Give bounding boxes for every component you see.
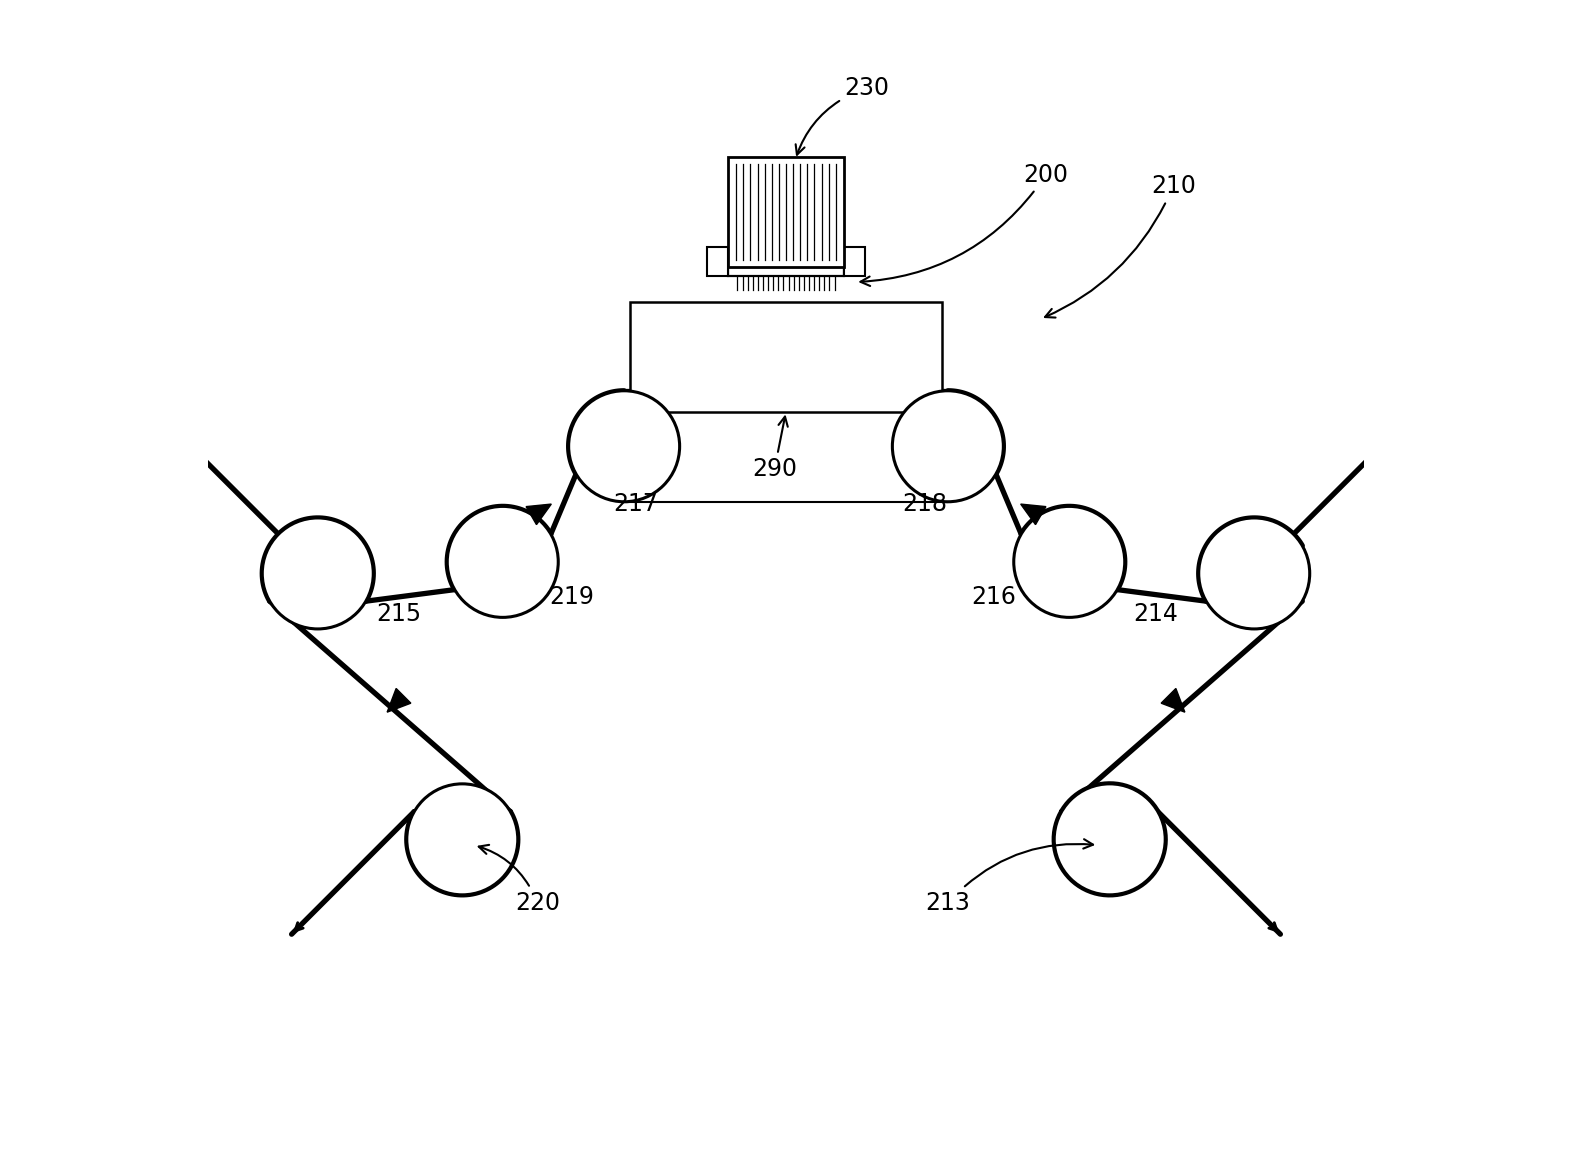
Text: 210: 210 xyxy=(1045,174,1196,317)
Text: 200: 200 xyxy=(860,163,1069,285)
Circle shape xyxy=(1014,507,1124,618)
Text: 230: 230 xyxy=(795,76,890,154)
Circle shape xyxy=(1199,518,1309,629)
Polygon shape xyxy=(1162,688,1185,713)
Circle shape xyxy=(448,507,558,618)
Polygon shape xyxy=(387,688,410,713)
Bar xyxy=(630,302,942,412)
Text: 217: 217 xyxy=(613,493,659,516)
Text: 290: 290 xyxy=(751,417,797,481)
Bar xyxy=(728,267,844,276)
Bar xyxy=(707,247,728,276)
Bar xyxy=(844,247,865,276)
Bar xyxy=(728,157,844,267)
Circle shape xyxy=(1055,784,1165,895)
Circle shape xyxy=(569,391,679,502)
Circle shape xyxy=(263,518,373,629)
Circle shape xyxy=(893,391,1003,502)
Text: 214: 214 xyxy=(1133,601,1179,626)
Polygon shape xyxy=(1020,504,1045,524)
Text: 215: 215 xyxy=(376,601,421,626)
Text: 216: 216 xyxy=(971,585,1017,608)
Circle shape xyxy=(407,784,517,895)
Text: 219: 219 xyxy=(550,585,594,608)
Polygon shape xyxy=(527,504,552,524)
Text: 218: 218 xyxy=(902,493,948,516)
Text: 213: 213 xyxy=(926,839,1093,915)
Text: 220: 220 xyxy=(479,845,560,915)
